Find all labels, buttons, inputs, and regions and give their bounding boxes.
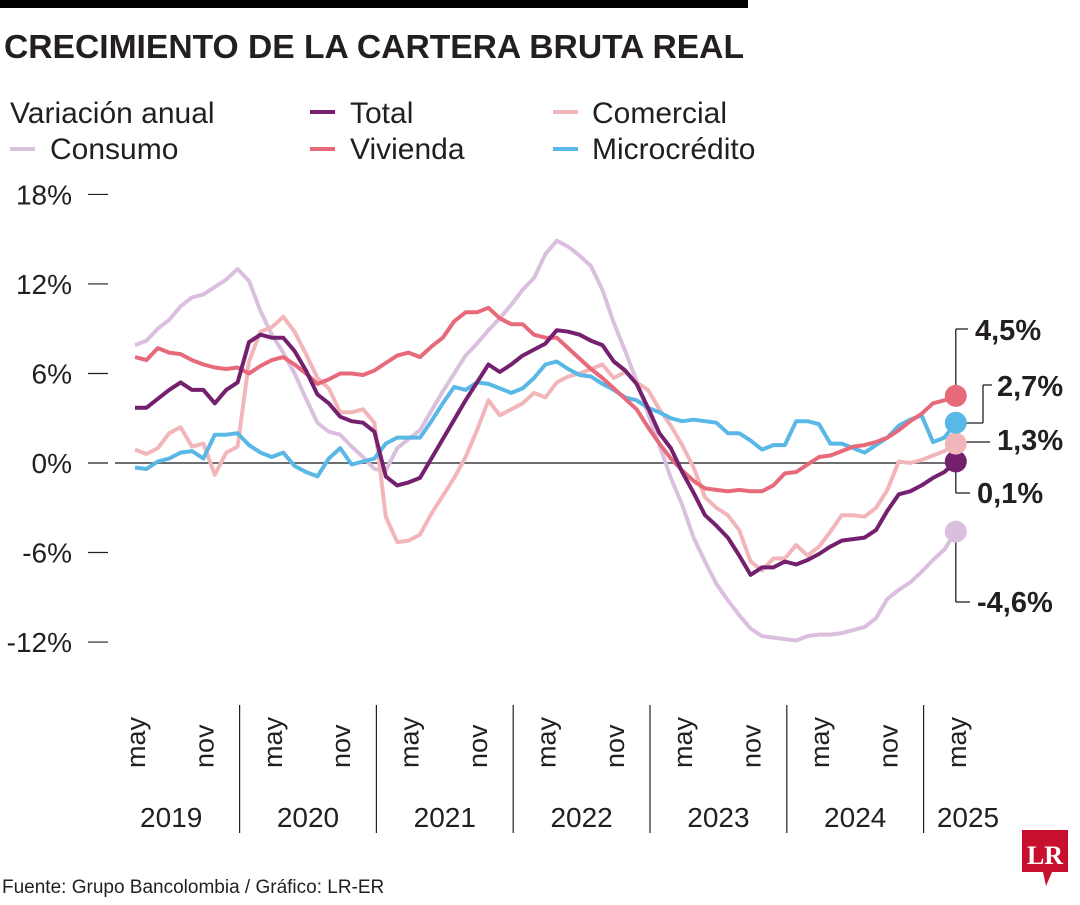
- end-label-consumo: -4,6%: [977, 587, 1053, 619]
- series-line-total: [135, 328, 958, 577]
- y-tick-label: 6%: [32, 358, 72, 389]
- legend-label-vivienda: Vivienda: [350, 133, 465, 166]
- end-annotations: -4,6% 0,1% 1,3% 2,7% 4,5%: [944, 315, 1063, 619]
- legend-label-total: Total: [350, 97, 413, 130]
- series-line-vivienda: [134, 305, 957, 494]
- x-tick-label: nov: [189, 724, 219, 768]
- x-tick-label: may: [942, 716, 972, 768]
- legend-label-consumo: Consumo: [50, 133, 178, 166]
- lr-logo-text: LR: [1027, 841, 1063, 870]
- year-label: 2023: [687, 802, 749, 833]
- legend: Variación anual Total Comercial Consumo …: [10, 97, 755, 166]
- year-label: 2022: [550, 802, 612, 833]
- y-tick-label: 18%: [16, 179, 72, 210]
- year-label: 2020: [277, 802, 339, 833]
- end-label-vivienda: 4,5%: [975, 315, 1041, 347]
- x-axis: may nov may nov may nov may nov may nov may nov may 2…: [121, 705, 999, 833]
- series-line-microcredito: [134, 359, 958, 479]
- end-label-total: 0,1%: [977, 478, 1043, 510]
- x-tick-label: nov: [463, 724, 493, 768]
- x-tick-label: nov: [326, 724, 356, 768]
- y-axis: 18% 12% 6% 0% -6% -12%: [7, 179, 108, 658]
- x-tick-label: nov: [600, 724, 630, 768]
- year-label: 2024: [824, 802, 886, 833]
- chart-title: CRECIMIENTO DE LA CARTERA BRUTA REAL: [4, 28, 744, 65]
- y-tick-label: 12%: [16, 269, 72, 300]
- lr-logo: LR: [1022, 830, 1068, 886]
- end-label-microcredito: 2,7%: [997, 371, 1063, 403]
- end-dot-consumo: [944, 520, 967, 543]
- x-tick-label: may: [258, 716, 288, 768]
- y-tick-label: -6%: [22, 538, 72, 569]
- y-tick-label: -12%: [7, 627, 72, 658]
- x-tick-label: nov: [873, 724, 903, 768]
- legend-caption: Variación anual: [10, 97, 215, 130]
- x-tick-label: nov: [737, 724, 767, 768]
- series-lines: [134, 238, 958, 643]
- legend-label-comercial: Comercial: [592, 97, 727, 130]
- y-tick-label: 0%: [32, 448, 72, 479]
- year-label: 2019: [140, 802, 202, 833]
- end-dot-comercial: [944, 432, 967, 455]
- x-tick-label: may: [395, 716, 425, 768]
- source-note: Fuente: Grupo Bancolombia / Gráfico: LR-…: [2, 877, 384, 898]
- end-dot-microcredito: [944, 411, 967, 434]
- legend-label-microcredito: Microcrédito: [592, 133, 755, 166]
- end-label-comercial: 1,3%: [997, 425, 1063, 457]
- end-dot-total: [944, 450, 967, 473]
- x-tick-label: may: [805, 716, 835, 768]
- end-dot-vivienda: [944, 384, 967, 407]
- x-tick-label: may: [531, 716, 561, 768]
- x-tick-label: may: [668, 716, 698, 768]
- series-line-comercial: [134, 314, 957, 573]
- series-line-consumo: [134, 238, 958, 643]
- top-rule: [0, 0, 748, 8]
- year-label: 2021: [414, 802, 476, 833]
- x-tick-label: may: [121, 716, 151, 768]
- year-label: 2025: [937, 802, 999, 833]
